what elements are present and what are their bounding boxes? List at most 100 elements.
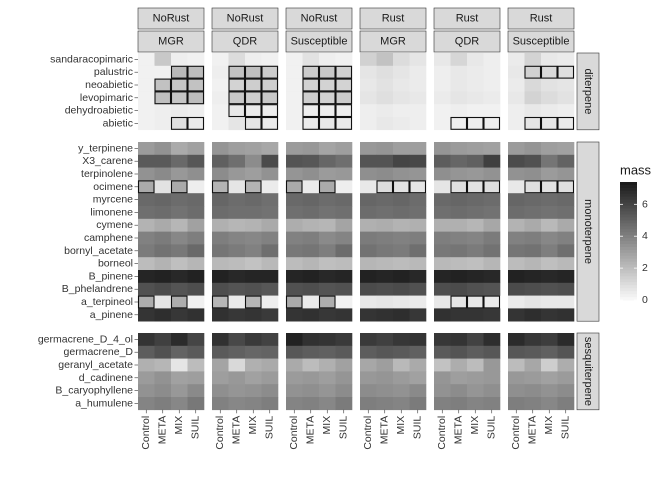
heatmap-cell bbox=[212, 142, 229, 156]
heatmap-cell bbox=[212, 308, 229, 322]
x-tick-label: META bbox=[231, 416, 243, 444]
heatmap-cell bbox=[261, 333, 279, 347]
highlight-box bbox=[187, 78, 205, 92]
heatmap-cell bbox=[541, 78, 558, 92]
heatmap-cell bbox=[245, 257, 262, 271]
heatmap-cell bbox=[508, 154, 525, 168]
heatmap-cell bbox=[302, 53, 320, 67]
heatmap-cell bbox=[393, 282, 410, 296]
heatmap-cell bbox=[228, 193, 246, 207]
heatmap-cell bbox=[524, 282, 542, 296]
heatmap-cell bbox=[483, 270, 501, 284]
heatmap-cell bbox=[286, 397, 303, 411]
heatmap-cell bbox=[154, 142, 172, 156]
heatmap-cell bbox=[187, 371, 205, 385]
heatmap-cell bbox=[467, 104, 484, 118]
heatmap-cell bbox=[409, 231, 427, 245]
highlight-box bbox=[524, 65, 542, 79]
heatmap-cell bbox=[286, 270, 303, 284]
heatmap-cell bbox=[450, 154, 468, 168]
highlight-box bbox=[466, 180, 484, 194]
heatmap-cell bbox=[434, 257, 451, 271]
heatmap-cell bbox=[360, 270, 377, 284]
legend-gradient-segment bbox=[620, 270, 637, 274]
heatmap-cell bbox=[450, 53, 468, 67]
heatmap-cell bbox=[154, 91, 172, 105]
highlight-box bbox=[228, 65, 246, 79]
heatmap-cell bbox=[360, 104, 377, 118]
facet-strip-genotype bbox=[285, 30, 353, 53]
heatmap-cell bbox=[228, 282, 246, 296]
heatmap-cell bbox=[409, 282, 427, 296]
heatmap-cell bbox=[450, 193, 468, 207]
heatmap-cell bbox=[261, 397, 279, 411]
heatmap-cell bbox=[467, 295, 484, 309]
heatmap-cell bbox=[467, 244, 484, 258]
heatmap-cell bbox=[541, 91, 558, 105]
heatmap-cell bbox=[335, 384, 353, 398]
heatmap-cell bbox=[376, 295, 394, 309]
heatmap-cell bbox=[541, 371, 558, 385]
heatmap-cell bbox=[508, 231, 525, 245]
heatmap-cell bbox=[171, 167, 188, 181]
heatmap-cell bbox=[212, 104, 229, 118]
heatmap-cell bbox=[524, 142, 542, 156]
heatmap-cell bbox=[541, 167, 558, 181]
heatmap-cell bbox=[434, 104, 451, 118]
heatmap-cell bbox=[261, 244, 279, 258]
legend-gradient-segment bbox=[620, 249, 637, 254]
heatmap-cell bbox=[319, 231, 336, 245]
heatmap-cell bbox=[138, 193, 155, 207]
heatmap-cell bbox=[557, 193, 575, 207]
heatmap-cell bbox=[508, 206, 525, 220]
heatmap-cell bbox=[409, 397, 427, 411]
highlight-box bbox=[318, 78, 336, 92]
heatmap-cell bbox=[393, 117, 410, 131]
heatmap-cell bbox=[228, 180, 246, 194]
heatmap-cell bbox=[434, 358, 451, 372]
legend-gradient-segment bbox=[620, 193, 637, 198]
legend-tick-label: 6 bbox=[642, 198, 648, 210]
legend-gradient-segment bbox=[620, 232, 637, 236]
heatmap-cell bbox=[245, 65, 262, 79]
legend-gradient-segment bbox=[620, 190, 637, 195]
heatmap-cell bbox=[557, 78, 575, 92]
legend-gradient-segment bbox=[620, 217, 637, 221]
heatmap-cell bbox=[393, 257, 410, 271]
highlight-box bbox=[154, 78, 172, 92]
heatmap-cell bbox=[335, 231, 353, 245]
highlight-box bbox=[244, 295, 262, 309]
heatmap-cell bbox=[541, 308, 558, 322]
heatmap-cell bbox=[302, 104, 320, 118]
heatmap-cell bbox=[212, 180, 229, 194]
heatmap-cell bbox=[557, 257, 575, 271]
heatmap-cell bbox=[138, 333, 155, 347]
heatmap-cell bbox=[434, 244, 451, 258]
heatmap-cell bbox=[335, 333, 353, 347]
highlight-box bbox=[318, 91, 336, 105]
heatmap-cell bbox=[508, 167, 525, 181]
heatmap-cell bbox=[212, 295, 229, 309]
heatmap-cell bbox=[335, 282, 353, 296]
heatmap-cell bbox=[187, 384, 205, 398]
legend-gradient-segment bbox=[620, 241, 637, 245]
heatmap-cell bbox=[467, 206, 484, 220]
x-tick-label: MIX bbox=[247, 416, 259, 435]
heatmap-cell bbox=[212, 371, 229, 385]
heatmap-cell bbox=[138, 91, 155, 105]
facet-label-genotype: Susceptible bbox=[291, 36, 348, 48]
heatmap-cell bbox=[245, 117, 262, 131]
highlight-box bbox=[540, 116, 558, 130]
heatmap-cell bbox=[245, 231, 262, 245]
heatmap-cell bbox=[245, 180, 262, 194]
heatmap-cell bbox=[360, 91, 377, 105]
heatmap-cell bbox=[286, 244, 303, 258]
heatmap-cell bbox=[212, 397, 229, 411]
heatmap-cell bbox=[557, 333, 575, 347]
heatmap-cell bbox=[508, 371, 525, 385]
heatmap-cell bbox=[171, 244, 188, 258]
heatmap-cell bbox=[212, 244, 229, 258]
heatmap-cell bbox=[138, 358, 155, 372]
heatmap-cell bbox=[409, 104, 427, 118]
heatmap-cell bbox=[376, 193, 394, 207]
